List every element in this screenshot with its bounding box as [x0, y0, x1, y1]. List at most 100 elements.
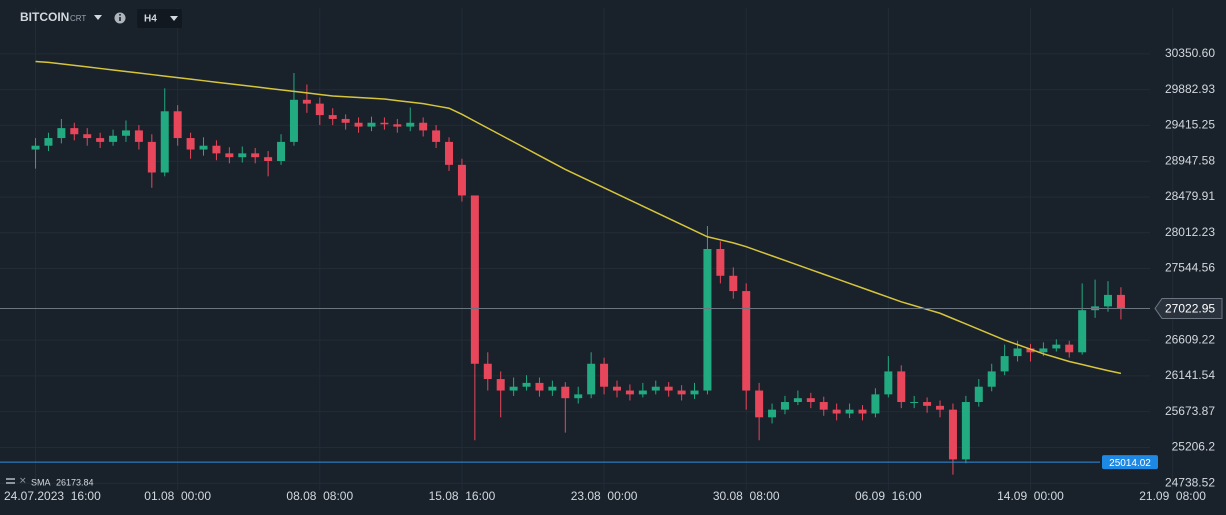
candle-body [884, 371, 893, 395]
candle-body [1065, 344, 1074, 353]
candle-body [251, 153, 260, 158]
candle-body [780, 402, 789, 410]
candle-body [664, 386, 673, 391]
candle-body [225, 153, 234, 158]
candle-body [548, 386, 557, 391]
symbol[interactable]: BITCOIN [20, 10, 69, 24]
candle-body [238, 153, 247, 158]
candle-body [341, 118, 350, 123]
candle-body [522, 382, 531, 387]
candle-body [328, 115, 337, 119]
candle-body [742, 291, 751, 391]
candle-body [419, 122, 428, 131]
candle-body [600, 363, 609, 387]
candle-body [716, 249, 725, 276]
x-tick-label: 15.08 16:00 [429, 489, 496, 503]
candle-body [483, 363, 492, 380]
candle-body [1104, 294, 1113, 307]
candle-body [703, 249, 712, 391]
candle-body [147, 141, 156, 173]
candle-body [677, 390, 686, 395]
candle-body [96, 138, 105, 142]
timeframe: H4 [144, 14, 157, 25]
candle-body [302, 99, 311, 104]
candle-body [974, 386, 983, 403]
x-tick-label: 23.08 00:00 [571, 489, 638, 503]
y-tick-label: 28947.58 [1165, 153, 1215, 167]
indicator-icon[interactable] [6, 478, 15, 480]
sma-line [35, 60, 1122, 375]
candle-body [186, 138, 195, 150]
candle-body [832, 409, 841, 414]
x-tick-label: 21.09 08:00 [1139, 489, 1206, 503]
y-tick-label: 29415.25 [1165, 118, 1215, 132]
candle-body [31, 145, 40, 150]
y-tick-label: 28479.91 [1165, 189, 1215, 203]
dropdown-arrow[interactable] [170, 16, 178, 21]
x-tick-label: 14.09 00:00 [997, 489, 1064, 503]
candle-body [858, 409, 867, 414]
candle-body [1039, 348, 1048, 353]
candle-body [936, 405, 945, 410]
candle-body [923, 402, 932, 406]
candle-body [406, 122, 415, 127]
candle-body [315, 103, 324, 116]
candle-body [1116, 294, 1125, 309]
candle-body [354, 122, 363, 127]
plot [0, 60, 1150, 475]
candle-body [121, 130, 130, 136]
y-tick-label: 25206.2 [1172, 440, 1216, 454]
candle-body [277, 141, 286, 162]
candle-body [367, 122, 376, 127]
y-tick-label: 26141.54 [1165, 368, 1215, 382]
candle-body [1013, 348, 1022, 357]
candle-body [535, 382, 544, 391]
candle-body [587, 363, 596, 395]
candle-body [638, 390, 647, 395]
candle-body [612, 386, 621, 391]
y-tick-label: 24738.52 [1165, 475, 1215, 489]
candle-body [173, 111, 182, 139]
timeframe-select[interactable] [137, 9, 182, 28]
candle-body [289, 99, 298, 142]
candle-body [987, 371, 996, 387]
candle-body [264, 157, 273, 162]
marker-price-box [1102, 455, 1158, 470]
candle-body [445, 141, 454, 165]
candle-body [574, 394, 583, 399]
candle-body [561, 386, 570, 399]
candle-body [109, 135, 118, 142]
y-tick-label: 26609.22 [1165, 332, 1215, 346]
candle-body [1052, 344, 1061, 349]
candle-body [380, 122, 389, 125]
y-tick-label: 27544.56 [1165, 261, 1215, 275]
x-tick-label: 30.08 08:00 [713, 489, 780, 503]
candle-body [83, 134, 92, 139]
candle-body [134, 130, 143, 142]
dropdown-arrow[interactable] [94, 15, 102, 20]
candle-body [768, 409, 777, 418]
close-icon[interactable]: ✕ [19, 475, 27, 485]
info-glyph [119, 17, 121, 21]
candle-body [1000, 356, 1009, 372]
x-tick-label: 06.09 16:00 [855, 489, 922, 503]
candle-body [819, 402, 828, 410]
y-tick-label: 25673.87 [1165, 404, 1215, 418]
current-price-box [1154, 297, 1223, 319]
info-glyph [119, 14, 121, 16]
candle-body [948, 409, 957, 460]
x-tick-label: 24.07.2023 16:00 [4, 489, 101, 503]
candle-body [199, 145, 208, 150]
sma-name: SMA [31, 477, 51, 487]
candle-body [1078, 310, 1087, 353]
axis: 30350.60 29882.93 29415.25 28947.58 28479.91… [4, 46, 1223, 503]
candle-body [793, 398, 802, 403]
x-tick-label: 01.08 00:00 [144, 489, 211, 503]
candle-body [160, 111, 169, 173]
candle-body [44, 138, 53, 146]
candle-body [212, 145, 221, 154]
symbol-tag: CRT [70, 14, 86, 23]
candle-body [70, 128, 79, 135]
